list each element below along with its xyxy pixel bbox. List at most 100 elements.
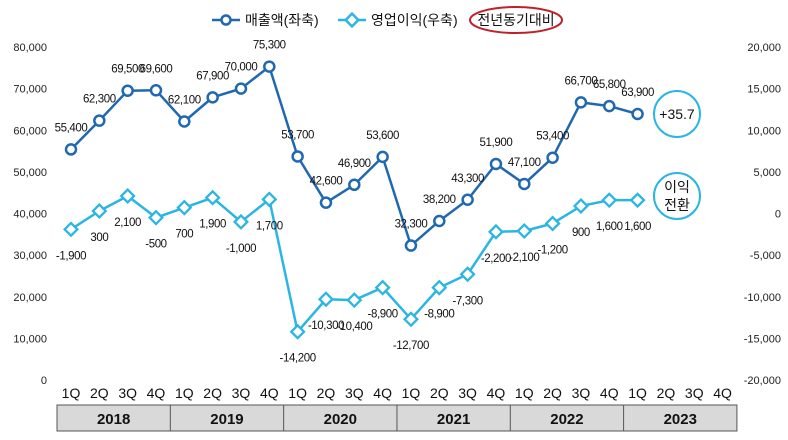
legend-revenue-label: 매출액(좌축): [245, 12, 319, 28]
profit-point: [346, 292, 363, 309]
year-label: 2018: [97, 411, 130, 428]
profit-point: [204, 189, 221, 206]
quarter-label: 1Q: [175, 385, 194, 401]
revenue-data-label: 67,900: [196, 70, 229, 82]
right-axis-tick: 5,000: [753, 167, 781, 179]
revenue-data-label: 43,300: [451, 173, 484, 185]
left-axis: 0 10,000 20,000 30,000 40,000 50,000 60,000 70,…: [13, 42, 47, 387]
profit-point: [544, 215, 561, 232]
revenue-point: [489, 157, 503, 171]
quarter-label: 1Q: [288, 385, 307, 401]
left-axis-tick: 80,000: [13, 42, 47, 54]
left-axis-tick: 50,000: [13, 167, 47, 179]
revenue-point: [433, 214, 446, 228]
quarter-label: 4Q: [713, 385, 732, 401]
revenue-yoy-value: +35.7: [659, 106, 695, 122]
profit-point: [261, 191, 278, 208]
quarter-label: 4Q: [373, 385, 392, 401]
revenue-data-label: 53,700: [281, 129, 314, 141]
profit-point: [431, 279, 448, 296]
legend: 매출액(좌축) 영업이익(우축) 전년동기대비: [212, 6, 563, 34]
profit-data-label: -7,300: [453, 295, 483, 307]
profit-data-label: -1,000: [226, 243, 256, 255]
profit-point: [91, 203, 108, 219]
legend-revenue-marker: [220, 14, 232, 26]
revenue-point: [121, 84, 134, 97]
revenue-data-label: 47,100: [508, 157, 541, 169]
year-label: 2022: [550, 411, 583, 428]
quarter-label: 2Q: [543, 385, 562, 401]
year-label: 2023: [664, 411, 697, 428]
quarter-label: 3Q: [118, 385, 137, 401]
revenue-data-label: 62,100: [168, 95, 201, 107]
profit-data-label: -1,200: [538, 244, 568, 256]
right-axis: -20,000 -15,000 -10,000 -5,000 0 5,000 10,000 1…: [744, 42, 781, 387]
revenue-data-label: 63,900: [621, 87, 654, 99]
right-axis-tick: 15,000: [747, 84, 781, 96]
legend-yoy-ellipse: [469, 6, 563, 34]
revenue-data-label: 66,700: [565, 75, 598, 87]
revenue-data-label: 51,900: [480, 137, 513, 149]
quarter-label: 1Q: [402, 385, 421, 401]
quarter-axis: 1Q 2Q 3Q 4Q 1Q 2Q 3Q 4Q 1Q 2Q 3Q 4Q 1Q 2Q 3Q 4Q 1Q 2Q 3Q 4Q…: [62, 385, 732, 401]
revenue-point: [93, 114, 106, 127]
year-label: 2019: [210, 411, 243, 428]
profit-turnaround-line2: 전환: [664, 197, 690, 213]
profit-data-label: -1,900: [56, 250, 86, 262]
revenue-point: [461, 193, 474, 207]
revenue-point: [404, 239, 418, 252]
revenue-point: [574, 96, 588, 109]
profit-point: [63, 221, 79, 238]
right-axis-tick: 10,000: [747, 125, 781, 137]
profit-point: [147, 209, 164, 226]
quarter-label: 4Q: [487, 385, 506, 401]
left-axis-tick: 40,000: [13, 209, 47, 221]
quarter-label: 2Q: [430, 385, 449, 401]
profit-point: [402, 311, 419, 328]
quarter-label: 4Q: [147, 385, 166, 401]
quarter-label: 2Q: [317, 385, 336, 401]
quarter-label: 4Q: [600, 385, 619, 401]
year-label: 2021: [437, 411, 470, 428]
revenue-point: [603, 99, 616, 113]
quarter-label: 2Q: [657, 385, 676, 401]
quarter-label: 2Q: [203, 385, 222, 401]
left-axis-tick: 0: [41, 375, 47, 387]
revenue-data-label: 46,900: [338, 158, 371, 170]
profit-point: [317, 291, 334, 308]
profit-point: [516, 222, 533, 239]
revenue-data-label: 65,800: [593, 79, 626, 91]
revenue-point: [149, 84, 163, 97]
profit-turnaround-line1: 이익: [664, 179, 690, 195]
profit-data-label: -2,200: [481, 253, 511, 265]
revenue-point: [319, 196, 333, 209]
revenue-data-label: 42,600: [310, 176, 343, 188]
profit-data-label: -12,700: [393, 340, 429, 352]
profit-data-label: -14,200: [280, 353, 316, 365]
quarter-label: 3Q: [458, 385, 477, 401]
profit-turnaround-callout: [653, 172, 701, 220]
left-axis-tick: 10,000: [13, 333, 47, 345]
profit-data-label: -10,300: [308, 320, 344, 332]
revenue-point: [206, 91, 219, 104]
revenue-yoy-callout: [653, 90, 701, 138]
revenue-data-label: 53,600: [366, 130, 399, 142]
revenue-point: [348, 178, 361, 192]
quarter-label: 3Q: [572, 385, 591, 401]
year-band: 2018 2019 2020 2021 2022 2023: [56, 404, 738, 432]
left-axis-tick: 60,000: [13, 125, 47, 137]
profit-point: [459, 266, 476, 283]
legend-profit-label: 영업이익(우축): [371, 12, 458, 28]
profit-point: [176, 199, 193, 216]
revenue-data-label: 38,200: [423, 194, 456, 206]
profit-data-label: -8,900: [368, 309, 398, 321]
profit-data-label: 1,600: [596, 221, 623, 233]
revenue-point: [518, 177, 531, 191]
revenue-point: [631, 107, 644, 121]
quarter-label: 3Q: [685, 385, 704, 401]
profit-point: [119, 188, 136, 205]
profit-data-label: 900: [572, 227, 590, 239]
quarter-label: 1Q: [628, 385, 647, 401]
